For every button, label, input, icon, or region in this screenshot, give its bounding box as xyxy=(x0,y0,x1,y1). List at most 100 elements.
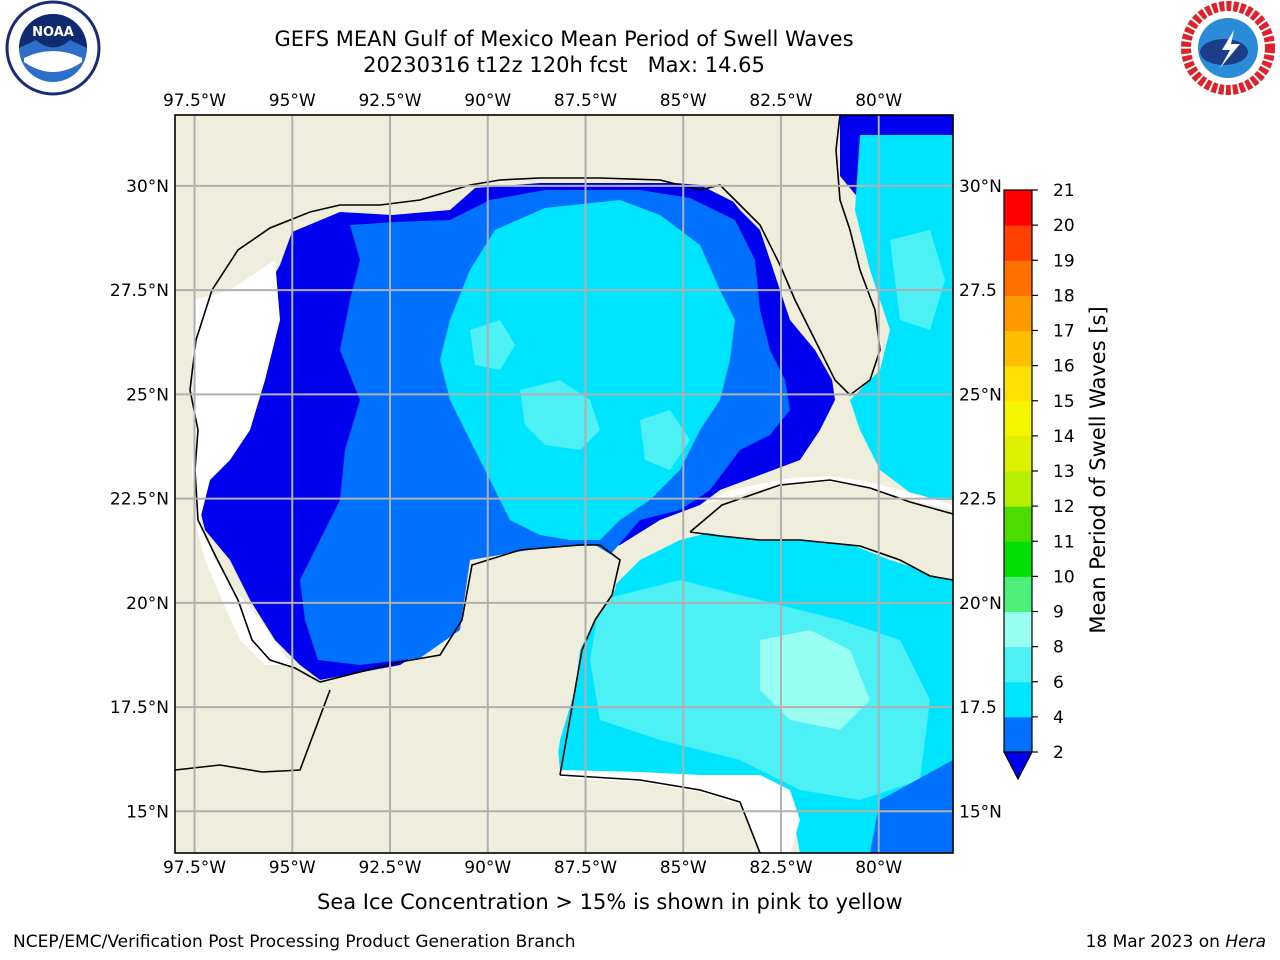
coastline-gulf xyxy=(469,115,881,397)
x-tick-bottom-6: 82.5°W xyxy=(749,858,812,878)
colorbar-tick-8: 13 xyxy=(1053,462,1075,482)
y-tick-right-6: 15°N xyxy=(959,802,1002,822)
colorbar-segment-9 xyxy=(1004,400,1032,437)
colorbar-segment-0 xyxy=(1004,716,1032,753)
colorbar-tick-2: 6 xyxy=(1053,673,1064,693)
gridlines xyxy=(175,115,953,853)
colorbar-tick-13: 18 xyxy=(1053,286,1075,306)
x-tick-top-3: 90°W xyxy=(464,91,511,111)
y-ticks-right: 30°N 27.5 25°N 22.5 20°N 17.5 15°N xyxy=(959,177,1002,822)
x-tick-top-4: 87.5°W xyxy=(554,91,617,111)
coastline-central-america xyxy=(175,689,761,853)
colorbar-segment-5 xyxy=(1004,541,1032,577)
colorbar-label: Mean Period of Swell Waves [s] xyxy=(1086,306,1110,633)
contour-caribbean-8-9 xyxy=(760,630,870,730)
y-tick-left-4: 20°N xyxy=(126,594,169,614)
x-ticks-bottom: 97.5°W 95°W 92.5°W 90°W 87.5°W 85°W 82.5°W 80°W xyxy=(163,858,902,878)
colorbar-segment-12 xyxy=(1004,295,1032,331)
x-tick-bottom-2: 92.5°W xyxy=(358,858,421,878)
land-mexico-west xyxy=(175,115,480,770)
title-line-2: 20230316 t12z 120h fcst Max: 14.65 xyxy=(363,53,765,77)
colorbar-tick-14: 19 xyxy=(1053,251,1075,271)
x-tick-bottom-4: 87.5°W xyxy=(554,858,617,878)
y-tick-right-4: 20°N xyxy=(959,594,1002,614)
contour-atlantic-6-8 xyxy=(890,230,945,330)
colorbar-segment-11 xyxy=(1004,330,1032,367)
y-tick-right-2: 25°N xyxy=(959,385,1002,405)
land-yucatan xyxy=(175,545,760,853)
x-ticks-top: 97.5°W 95°W 92.5°W 90°W 87.5°W 85°W 82.5°W 80°W xyxy=(163,91,902,111)
colorbar-tick-0: 2 xyxy=(1053,743,1064,763)
y-tick-left-1: 27.5°N xyxy=(110,281,169,301)
colorbar-tick-10: 15 xyxy=(1053,392,1075,412)
producer-credit: NCEP/EMC/Verification Post Processing Pr… xyxy=(13,932,576,952)
y-tick-left-6: 15°N xyxy=(126,802,169,822)
y-tick-left-0: 30°N xyxy=(126,177,169,197)
colorbar-segment-7 xyxy=(1004,471,1032,507)
chart-title: GEFS MEAN Gulf of Mexico Mean Period of … xyxy=(174,26,954,78)
sea-ice-note: Sea Ice Concentration > 15% is shown in … xyxy=(317,890,903,914)
missing-data-west xyxy=(192,260,292,665)
title-line-1: GEFS MEAN Gulf of Mexico Mean Period of … xyxy=(274,27,854,51)
y-tick-left-2: 25°N xyxy=(126,385,169,405)
colorbar-segment-13 xyxy=(1004,260,1032,296)
nws-logo xyxy=(1181,1,1275,95)
x-tick-bottom-0: 97.5°W xyxy=(163,858,226,878)
colorbar-segment-8 xyxy=(1004,435,1032,472)
x-tick-bottom-1: 95°W xyxy=(269,858,316,878)
colorbar-tick-3: 8 xyxy=(1053,638,1064,658)
colorbar-segment-15 xyxy=(1004,190,1032,226)
coastline-west xyxy=(189,184,621,776)
colorbar-tick-1: 4 xyxy=(1053,708,1064,728)
colorbar-segment-2 xyxy=(1004,646,1032,683)
colorbar-tick-5: 10 xyxy=(1053,567,1075,587)
x-tick-top-5: 85°W xyxy=(660,91,707,111)
x-tick-top-6: 82.5°W xyxy=(749,91,812,111)
noaa-logo: NOAA xyxy=(5,0,101,96)
contour-6-8-c xyxy=(640,410,690,470)
map-frame xyxy=(174,114,954,854)
land-us-north xyxy=(470,115,840,183)
colorbar-segment-14 xyxy=(1004,225,1032,261)
y-tick-right-5: 17.5 xyxy=(959,698,997,718)
contour-caribbean-2-4 xyxy=(870,760,953,853)
render-date: 18 Mar 2023 on Hera xyxy=(1086,932,1266,952)
x-tick-top-7: 80°W xyxy=(855,91,902,111)
missing-data-cuba-north xyxy=(700,476,953,510)
svg-text:NOAA: NOAA xyxy=(32,25,74,40)
x-tick-top-2: 92.5°W xyxy=(358,91,421,111)
y-tick-left-5: 17.5°N xyxy=(110,698,169,718)
colorbar: 2 4 6 8 9 10 11 12 13 14 15 16 17 18 19 20 21 xyxy=(1003,181,1075,781)
colorbar-tick-9: 14 xyxy=(1053,427,1075,447)
colorbar-segment-4 xyxy=(1004,576,1032,612)
x-tick-bottom-3: 90°W xyxy=(464,858,511,878)
colorbar-tick-6: 11 xyxy=(1053,532,1075,552)
colorbar-tick-12: 17 xyxy=(1053,322,1075,342)
contour-6-8-a xyxy=(520,380,600,450)
colorbar-segment-10 xyxy=(1004,365,1032,402)
colorbar-tick-4: 9 xyxy=(1053,603,1064,623)
coastline-cuba xyxy=(689,479,953,581)
y-tick-right-1: 27.5 xyxy=(959,281,997,301)
colorbar-under-triangle xyxy=(1003,751,1033,781)
colorbar-tick-15: 20 xyxy=(1053,216,1075,236)
contour-6-8-b xyxy=(470,320,515,370)
colorbar-segment-1 xyxy=(1004,681,1032,718)
render-host: Hera xyxy=(1225,932,1266,952)
x-tick-top-1: 95°W xyxy=(269,91,316,111)
missing-data-honduras xyxy=(560,770,800,853)
x-tick-bottom-7: 80°W xyxy=(855,858,902,878)
y-ticks-left: 30°N 27.5°N 25°N 22.5°N 20°N 17.5°N 15°N xyxy=(110,177,169,822)
y-tick-left-3: 22.5°N xyxy=(110,490,169,510)
x-tick-top-0: 97.5°W xyxy=(163,91,226,111)
colorbar-tick-7: 12 xyxy=(1053,497,1075,517)
y-tick-right-0: 30°N xyxy=(959,177,1002,197)
colorbar-segment-3 xyxy=(1004,611,1032,648)
x-tick-bottom-5: 85°W xyxy=(660,858,707,878)
colorbar-tick-11: 16 xyxy=(1053,357,1075,377)
y-tick-right-3: 22.5 xyxy=(959,490,997,510)
render-date-text: 18 Mar 2023 on xyxy=(1085,932,1226,952)
land-cuba xyxy=(690,482,953,580)
colorbar-segment-6 xyxy=(1004,506,1032,542)
